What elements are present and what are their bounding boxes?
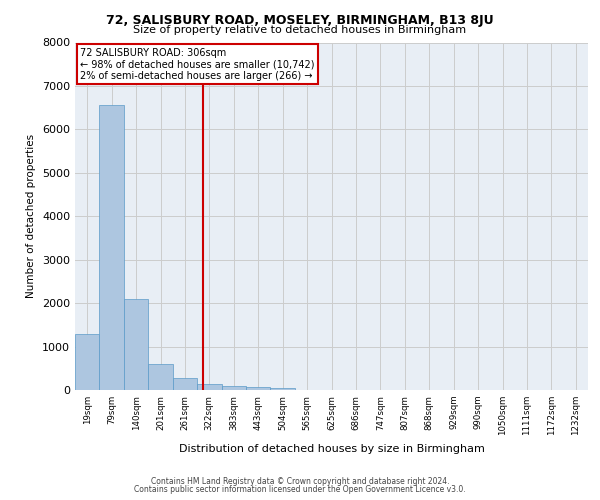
Text: Size of property relative to detached houses in Birmingham: Size of property relative to detached ho… [133,25,467,35]
Bar [271,388,295,390]
Text: 72 SALISBURY ROAD: 306sqm
← 98% of detached houses are smaller (10,742)
2% of se: 72 SALISBURY ROAD: 306sqm ← 98% of detac… [80,48,314,81]
X-axis label: Distribution of detached houses by size in Birmingham: Distribution of detached houses by size … [179,444,484,454]
Bar [221,386,246,390]
Text: Contains public sector information licensed under the Open Government Licence v3: Contains public sector information licen… [134,485,466,494]
Text: 72, SALISBURY ROAD, MOSELEY, BIRMINGHAM, B13 8JU: 72, SALISBURY ROAD, MOSELEY, BIRMINGHAM,… [106,14,494,27]
Bar [124,299,148,390]
Bar [246,388,271,390]
Bar [148,364,173,390]
Bar [197,384,221,390]
Y-axis label: Number of detached properties: Number of detached properties [26,134,37,298]
Bar [75,334,100,390]
Text: Contains HM Land Registry data © Crown copyright and database right 2024.: Contains HM Land Registry data © Crown c… [151,477,449,486]
Bar [100,106,124,390]
Bar [173,378,197,390]
